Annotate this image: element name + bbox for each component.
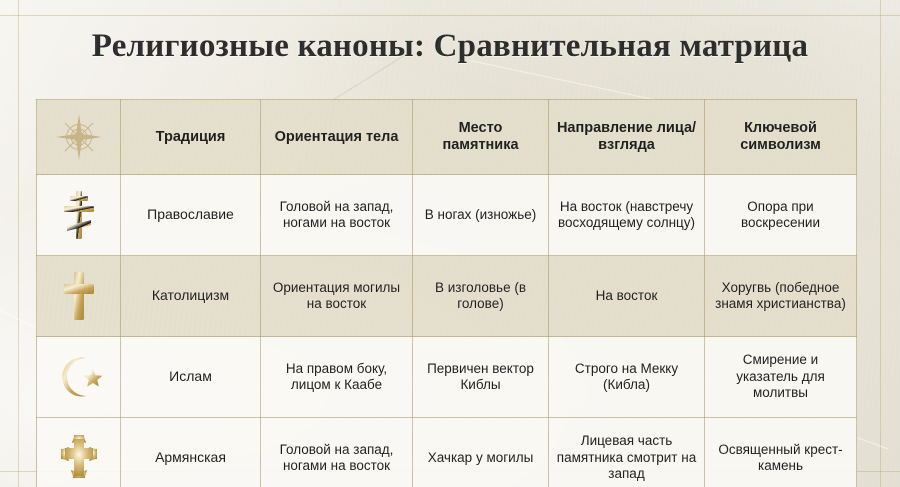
header-cell-icon [36,99,121,175]
cell-symbolism: Хоругвь (победное знамя христианства) [704,255,857,337]
orthodox-cross-icon [37,175,120,255]
cell-symbolism: Освященный крест-камень [704,417,857,487]
header-cell-facing: Направление лица/взгляда [548,99,705,175]
comparison-matrix: Традиция Ориентация тела Место памятника… [36,99,857,487]
row-icon-cell [36,417,121,487]
cell-tradition: Православие [120,174,261,256]
cell-facing: Строго на Мекку (Кибла) [548,336,705,418]
bg-grid-line-vertical [18,0,19,487]
cell-symbolism: Опора при воскресении [704,174,857,256]
header-cell-orientation: Ориентация тела [260,99,413,175]
table-row: Православие Головой на запад, ногами на … [36,174,857,256]
page-title: Религиозные каноны: Сравнительная матриц… [91,28,809,64]
row-icon-cell [36,174,121,256]
table-body: Православие Головой на запад, ногами на … [36,174,857,487]
compass-rose-icon [37,100,120,174]
cell-tradition: Ислам [120,336,261,418]
latin-cross-icon [37,256,120,336]
cell-tradition: Армянская [120,417,261,487]
crescent-star-icon [37,337,120,417]
cell-tradition: Католицизм [120,255,261,337]
header-cell-symbolism: Ключевой символизм [704,99,857,175]
table-row: Католицизм Ориентация могилы на восток В… [36,255,857,337]
table-row: Ислам На правом боку, лицом к Каабе Перв… [36,336,857,418]
cell-facing: На восток (навстречу восходящему солнцу) [548,174,705,256]
cell-orientation: Головой на запад, ногами на восток [260,174,413,256]
cell-facing: Лицевая часть памятника смотрит на запад [548,417,705,487]
cell-monument: Первичен вектор Киблы [412,336,549,418]
cell-orientation: Головой на запад, ногами на восток [260,417,413,487]
cell-orientation: На правом боку, лицом к Каабе [260,336,413,418]
armenian-cross-icon [37,418,120,487]
cell-symbolism: Смирение и указатель для молитвы [704,336,857,418]
matrix-table: Традиция Ориентация тела Место памятника… [36,99,857,487]
bg-grid-line-vertical [880,0,881,487]
header-cell-tradition: Традиция [120,99,261,175]
bg-grid-line-horizontal [0,15,900,16]
cell-monument: Хачкар у могилы [412,417,549,487]
cell-monument: В ногах (изножье) [412,174,549,256]
cell-monument: В изголовье (в голове) [412,255,549,337]
row-icon-cell [36,255,121,337]
cell-orientation: Ориентация могилы на восток [260,255,413,337]
table-row: Армянская Головой на запад, ногами на во… [36,417,857,487]
row-icon-cell [36,336,121,418]
header-cell-monument: Место памятника [412,99,549,175]
cell-facing: На восток [548,255,705,337]
header-row: Традиция Ориентация тела Место памятника… [36,99,857,175]
table-header: Традиция Ориентация тела Место памятника… [36,99,857,175]
